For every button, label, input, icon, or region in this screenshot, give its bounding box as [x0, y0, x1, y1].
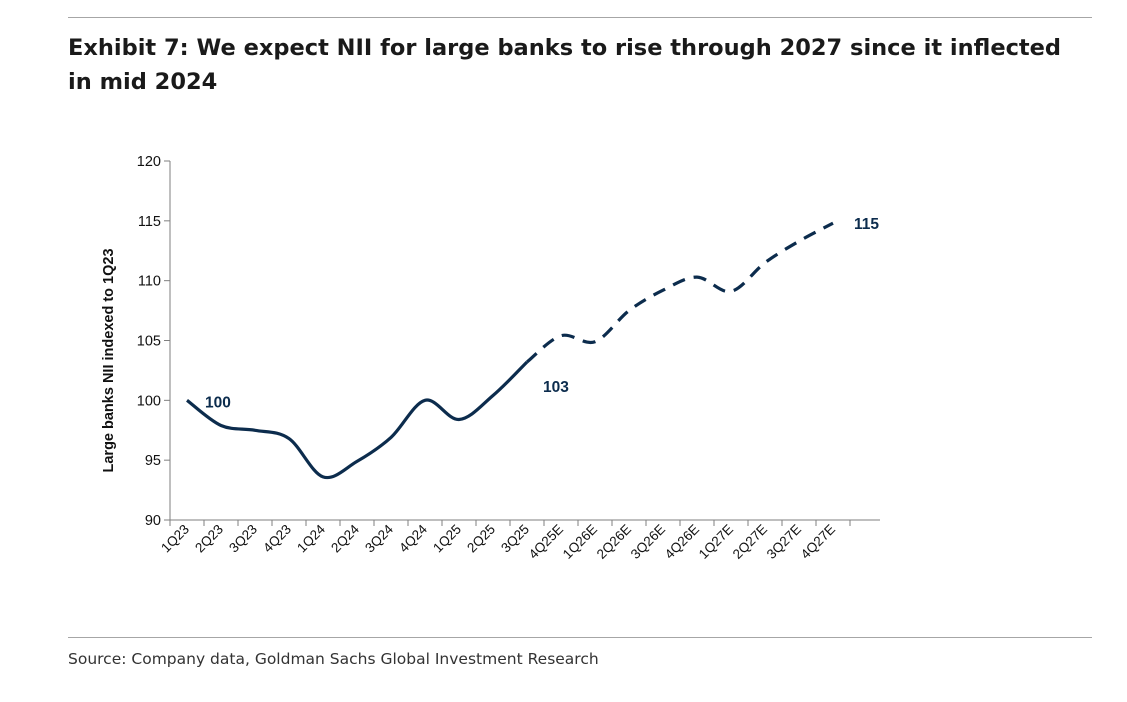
x-tick-label: 2Q24 — [328, 521, 362, 555]
data-point-estimate — [559, 334, 563, 338]
data-point-estimate — [695, 275, 699, 279]
x-tick-label: 1Q27E — [696, 522, 736, 562]
data-point-estimate — [729, 289, 733, 293]
data-label: 115 — [854, 216, 879, 233]
data-point-actual — [389, 435, 393, 439]
x-tick-label: 4Q25E — [526, 522, 566, 562]
data-label: 103 — [543, 379, 569, 396]
y-tick-label: 115 — [138, 214, 161, 230]
data-point-estimate — [525, 360, 529, 364]
y-tick-label: 105 — [137, 334, 161, 350]
x-tick-label: 1Q26E — [560, 522, 600, 562]
data-point-actual — [457, 417, 461, 421]
exhibit-title: Exhibit 7: We expect NII for large banks… — [68, 35, 1062, 95]
y-tick-label: 100 — [137, 393, 161, 409]
y-axis-title: Large banks NII indexed to 1Q23 — [101, 248, 117, 472]
x-tick-label: 3Q26E — [628, 522, 668, 562]
x-tick-label: 3Q23 — [226, 522, 260, 556]
data-point-estimate — [797, 239, 801, 243]
x-tick-label: 4Q23 — [260, 522, 294, 556]
data-point-estimate — [627, 309, 631, 313]
x-tick-label: 2Q23 — [192, 522, 226, 556]
x-tick-label: 3Q27E — [764, 522, 804, 562]
series-line-estimate — [525, 221, 834, 364]
x-tick-label: 4Q27E — [798, 522, 838, 562]
data-point-actual — [287, 437, 291, 441]
series-line-actual — [186, 360, 529, 480]
source-note: Source: Company data, Goldman Sachs Glob… — [68, 650, 599, 668]
x-tick-label: 1Q23 — [158, 522, 192, 556]
data-point-estimate — [763, 261, 767, 265]
x-tick-label: 3Q24 — [362, 521, 396, 555]
data-point-actual — [219, 423, 223, 427]
x-tick-label: 2Q26E — [594, 522, 634, 562]
data-point-actual — [491, 394, 495, 398]
y-tick-label: 110 — [138, 274, 161, 290]
data-label: 100 — [205, 394, 231, 411]
data-point-actual — [185, 398, 189, 402]
top-rule — [68, 17, 1092, 18]
bottom-rule — [68, 637, 1092, 638]
x-tick-label: 1Q24 — [294, 521, 328, 555]
x-tick-label: 4Q26E — [662, 522, 702, 562]
data-point-estimate — [593, 340, 597, 344]
x-tick-label: 4Q24 — [396, 521, 430, 555]
data-point-estimate — [831, 221, 835, 225]
data-point-actual — [355, 459, 359, 463]
data-point-actual — [321, 475, 325, 479]
x-tick-label: 2Q27E — [730, 522, 770, 562]
data-point-actual — [423, 398, 427, 402]
y-tick-label: 90 — [145, 513, 161, 529]
data-point-estimate — [661, 288, 665, 292]
x-tick-label: 1Q25 — [430, 522, 464, 556]
data-point-actual — [253, 428, 257, 432]
y-tick-label: 120 — [137, 154, 161, 170]
y-tick-label: 95 — [145, 453, 161, 469]
x-tick-label: 2Q25 — [464, 522, 498, 556]
